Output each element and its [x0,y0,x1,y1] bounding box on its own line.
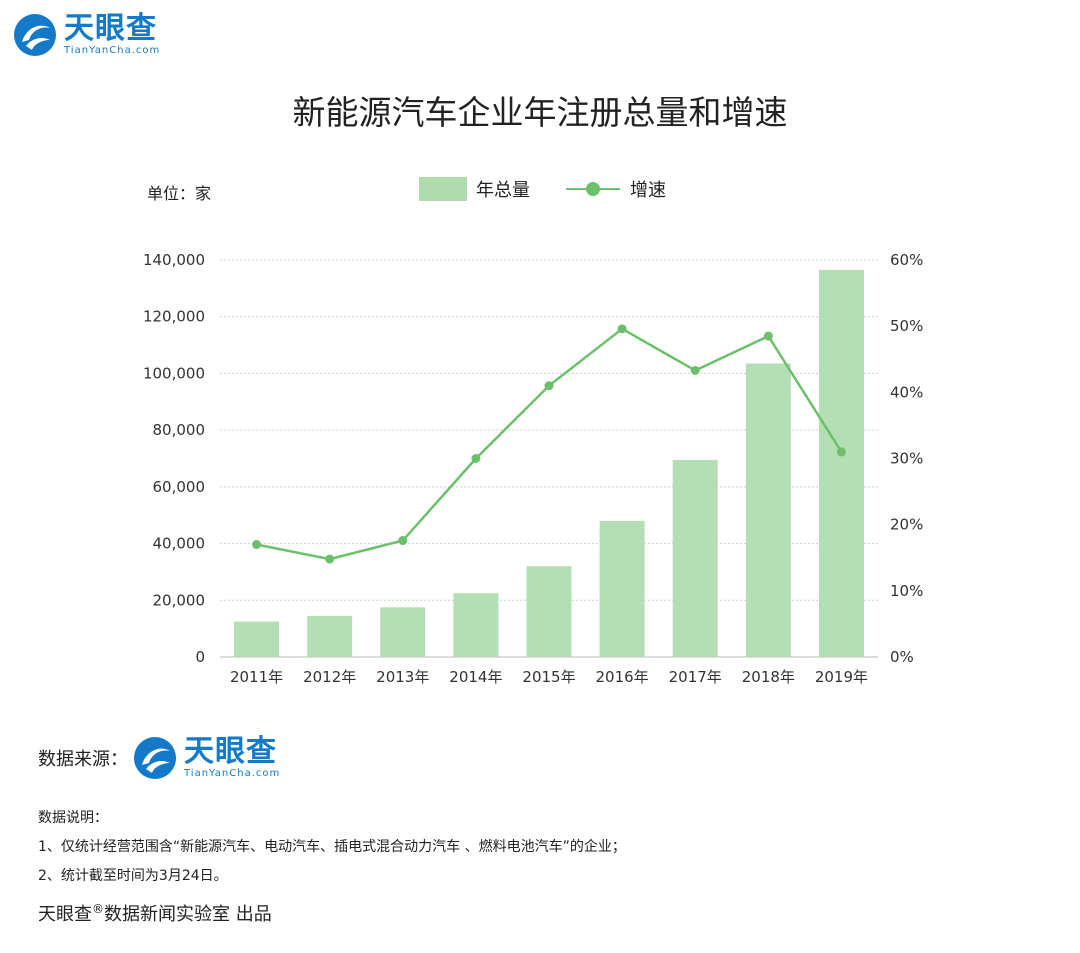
bar [307,615,353,657]
x-tick-label: 2011年 [230,668,283,686]
footer-text: 数据新闻实验室 出品 [104,904,272,925]
growth-point [763,331,773,341]
bar [599,520,645,657]
growth-point [398,536,408,546]
x-tick-label: 2013年 [376,668,429,686]
brand-logo: 天眼查 TianYanCha.com [12,12,160,58]
y-right-tick-label: 20% [890,516,923,534]
chart-legend: 年总量 增速 [419,176,666,202]
registered-mark: ® [92,902,104,916]
y-right-tick-label: 0% [890,648,914,666]
y-left-tick-label: 20,000 [153,591,206,609]
notes-line-1: 1、仅统计经营范围含“新能源汽车、电动汽车、插电式混合动力汽车 、燃料电池汽车”… [38,839,626,855]
data-source: 数据来源： 天眼查 TianYanCha.com [38,735,280,781]
bar [234,621,280,657]
growth-point [836,447,846,457]
x-tick-label: 2017年 [669,668,722,686]
x-tick-label: 2019年 [815,668,868,686]
y-right-tick-label: 50% [890,317,923,335]
legend-line-label: 增速 [630,180,666,201]
growth-point [325,554,335,564]
footer-brand: 天眼查 [38,904,92,925]
unit-label: 单位：家 [147,184,212,203]
bar [745,363,791,657]
y-left-tick-label: 80,000 [153,421,206,439]
legend-line-swatch [566,177,620,201]
y-left-tick-label: 60,000 [153,478,206,496]
growth-point [252,540,262,550]
tianyancha-logo-icon [14,14,56,56]
bar [380,607,426,657]
y-right-tick-label: 60% [890,251,923,269]
y-left-tick-label: 140,000 [143,251,205,269]
bar [453,593,499,657]
x-tick-label: 2012年 [303,668,356,686]
notes-line-2: 2、统计截至时间为3月24日。 [38,868,228,884]
notes-heading: 数据说明： [38,810,108,826]
growth-point [690,365,700,375]
x-tick-label: 2014年 [449,668,502,686]
y-right-tick-label: 30% [890,450,923,468]
legend-bar-swatch [419,177,467,201]
y-left-tick-label: 0 [195,648,205,666]
bar [672,459,718,657]
growth-point [617,324,627,334]
source-brand-en: TianYanCha.com [184,768,281,779]
footer-credit: 天眼查®数据新闻实验室 出品 [38,900,272,926]
y-left-tick-label: 120,000 [143,308,205,326]
y-right-tick-label: 40% [890,383,923,401]
tianyancha-logo-icon [134,737,176,779]
x-tick-label: 2018年 [742,668,795,686]
source-label: 数据来源： [38,749,128,770]
y-right-tick-label: 10% [890,582,923,600]
y-left-tick-label: 100,000 [143,364,205,382]
x-tick-label: 2016年 [596,668,649,686]
bar [818,269,864,657]
brand-name-cn: 天眼查 [64,11,157,46]
chart-svg: 0 20,000 40,000 60,000 80,000 100,000 120,000 1… [143,251,923,686]
legend-bar-label: 年总量 [476,180,530,201]
y-left-tick-label: 40,000 [153,535,206,553]
notes: 数据说明： 1、仅统计经营范围含“新能源汽车、电动汽车、插电式混合动力汽车 、燃… [38,804,626,891]
chart-title: 新能源汽车企业年注册总量和增速 [292,93,788,132]
growth-point [544,381,554,391]
growth-point [471,454,481,463]
source-brand-cn: 天眼查 [184,734,277,769]
bar [526,566,572,657]
x-tick-label: 2015年 [522,668,575,686]
brand-name-en: TianYanCha.com [64,45,161,56]
